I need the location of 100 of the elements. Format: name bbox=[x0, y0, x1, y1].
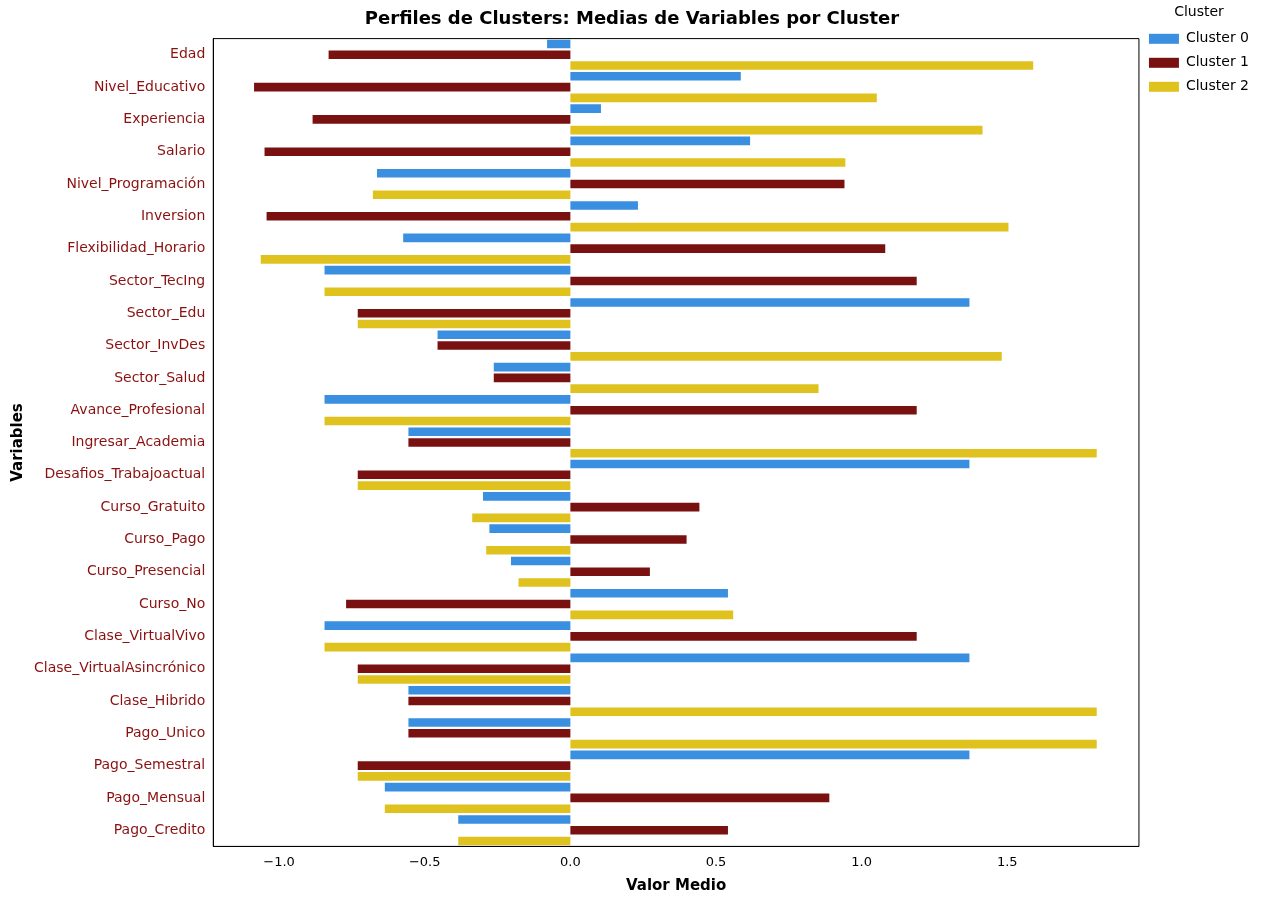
bar bbox=[518, 578, 571, 587]
y-tick-label: Curso_Pago bbox=[124, 530, 206, 547]
y-tick-label: Avance_Profesional bbox=[70, 400, 206, 417]
bar bbox=[489, 524, 571, 533]
y-axis-title: Variables bbox=[7, 403, 26, 482]
bar bbox=[570, 632, 917, 641]
bar bbox=[570, 61, 1034, 70]
bar bbox=[264, 147, 571, 156]
bar bbox=[357, 319, 571, 329]
bar bbox=[372, 190, 571, 200]
y-tick-label: Nivel_Educativo bbox=[94, 77, 206, 94]
legend-title: Cluster bbox=[1174, 2, 1225, 19]
y-tick-label: Pago_Credito bbox=[113, 820, 206, 837]
bar bbox=[408, 427, 571, 437]
bar bbox=[437, 341, 571, 350]
y-tick-label: Inversion bbox=[140, 206, 206, 223]
bar bbox=[570, 825, 728, 835]
y-tick-label: Flexibilidad_Horario bbox=[67, 239, 206, 256]
bar bbox=[570, 610, 734, 620]
bar bbox=[570, 535, 687, 544]
x-tick-label: −1.0 bbox=[263, 853, 295, 869]
bar bbox=[260, 255, 571, 264]
bar bbox=[458, 836, 571, 846]
y-tick-label: Clase_VirtualAsincrónico bbox=[33, 659, 206, 676]
legend-label: Cluster 1 bbox=[1185, 53, 1250, 70]
bar bbox=[570, 125, 983, 135]
bar bbox=[324, 287, 571, 297]
bar bbox=[346, 599, 571, 609]
y-tick-label: Salario bbox=[157, 142, 206, 159]
bar bbox=[570, 793, 830, 803]
bar bbox=[570, 71, 741, 81]
bar bbox=[403, 233, 571, 243]
bar bbox=[570, 93, 877, 103]
bar bbox=[324, 416, 571, 426]
bar bbox=[384, 782, 571, 792]
bar bbox=[408, 729, 571, 738]
x-tick-label: 0.0 bbox=[560, 853, 581, 869]
bar bbox=[570, 276, 917, 286]
bar bbox=[324, 395, 571, 404]
bar bbox=[570, 298, 970, 307]
bar bbox=[493, 373, 571, 383]
bar bbox=[570, 179, 845, 189]
bar bbox=[570, 201, 638, 210]
bar bbox=[357, 675, 571, 684]
y-tick-label: Curso_Gratuito bbox=[100, 497, 206, 514]
y-tick-label: Sector_Salud bbox=[114, 368, 206, 385]
bar bbox=[324, 621, 571, 630]
x-tick-label: 0.5 bbox=[705, 853, 727, 869]
bar bbox=[570, 459, 970, 469]
bar bbox=[408, 438, 571, 447]
y-tick-label: Edad bbox=[170, 45, 206, 62]
bar bbox=[570, 158, 846, 167]
bar bbox=[357, 470, 571, 480]
bar bbox=[482, 492, 571, 501]
bar bbox=[324, 642, 571, 652]
y-tick-label: Clase_VirtualVivo bbox=[84, 627, 206, 644]
bar bbox=[570, 384, 819, 393]
bar bbox=[570, 448, 1097, 458]
bar bbox=[437, 330, 571, 340]
bar bbox=[510, 556, 571, 566]
bar bbox=[324, 265, 571, 275]
y-tick-label: Desafios_Trabajoactual bbox=[44, 465, 206, 482]
bar bbox=[493, 362, 571, 372]
y-tick-label: Pago_Unico bbox=[125, 723, 206, 740]
bar bbox=[570, 352, 1002, 361]
y-tick-label: Clase_Hibrido bbox=[109, 691, 206, 708]
bar bbox=[266, 212, 571, 221]
y-tick-label: Nivel_Programación bbox=[66, 174, 206, 191]
x-tick-label: 1.5 bbox=[996, 853, 1018, 869]
bar bbox=[472, 513, 571, 523]
bar bbox=[570, 104, 601, 113]
bar bbox=[570, 739, 1097, 749]
chart-title: Perfiles de Clusters: Medias de Variables por Cluster bbox=[364, 7, 900, 29]
x-tick-label: 1.0 bbox=[851, 853, 872, 869]
bar bbox=[357, 761, 571, 770]
bar bbox=[357, 308, 571, 318]
bar bbox=[547, 39, 571, 49]
bar bbox=[408, 685, 571, 695]
bar bbox=[357, 772, 571, 781]
bar bbox=[570, 502, 700, 512]
legend-label: Cluster 0 bbox=[1185, 29, 1250, 46]
legend-label: Cluster 2 bbox=[1185, 77, 1250, 94]
bar bbox=[570, 653, 970, 663]
bar bbox=[408, 718, 571, 727]
bar bbox=[486, 545, 571, 555]
y-tick-label: Curso_Presencial bbox=[86, 562, 206, 579]
y-tick-label: Sector_Edu bbox=[126, 303, 206, 320]
bar bbox=[357, 664, 571, 673]
bar bbox=[570, 750, 970, 760]
y-tick-label: Experiencia bbox=[123, 110, 206, 127]
bar bbox=[254, 82, 571, 92]
bar bbox=[357, 481, 571, 490]
bar bbox=[312, 115, 571, 124]
x-axis-title: Valor Medio bbox=[625, 875, 727, 894]
bar bbox=[570, 136, 751, 146]
bar bbox=[384, 804, 571, 814]
bar bbox=[376, 168, 571, 178]
bar bbox=[408, 696, 571, 706]
bar bbox=[570, 405, 917, 415]
x-tick-label: −0.5 bbox=[408, 853, 441, 869]
